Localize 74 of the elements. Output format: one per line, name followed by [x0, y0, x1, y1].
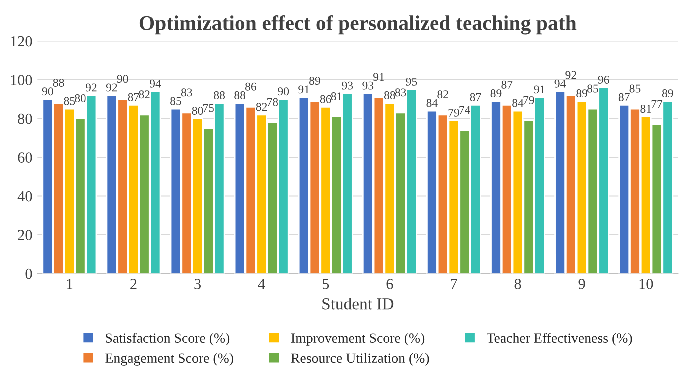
data-label: 87 [470, 93, 482, 102]
x-tick-label: 6 [386, 279, 394, 290]
data-label: 88 [234, 91, 246, 100]
data-label: 74 [460, 106, 471, 114]
data-label: 83 [395, 88, 406, 97]
x-tick-label: 1 [67, 279, 73, 290]
legend-label: Improvement Score (%) [291, 333, 425, 346]
data-label: 92 [106, 84, 118, 92]
y-tick-label: 80 [18, 114, 32, 124]
data-label: 90 [117, 75, 128, 84]
data-label: 95 [406, 78, 418, 86]
data-label: 79 [524, 96, 534, 104]
data-label: 91 [534, 86, 545, 94]
data-label: 88 [53, 78, 64, 87]
data-label: 80 [192, 106, 204, 115]
data-label: 84 [426, 99, 438, 108]
x-axis-title: Student ID [322, 298, 394, 310]
data-label: 89 [490, 90, 502, 98]
data-label: 85 [630, 84, 641, 93]
data-label: 91 [298, 86, 310, 94]
y-tick-label: 100 [11, 75, 32, 86]
data-label: 96 [598, 76, 610, 84]
data-label: 85 [170, 97, 182, 106]
data-label: 94 [150, 80, 162, 88]
data-label: 92 [566, 71, 576, 80]
x-tick-label: 3 [194, 279, 202, 290]
y-tick-label: 60 [18, 152, 32, 163]
data-label: 89 [310, 77, 320, 86]
data-label: 88 [214, 91, 226, 100]
data-label: 82 [438, 90, 448, 99]
legend-label: Teacher Effectiveness (%) [487, 333, 632, 346]
x-tick-label: 2 [130, 279, 137, 290]
legend-label: Engagement Score (%) [106, 353, 234, 366]
x-tick-label: 7 [451, 279, 458, 290]
data-label: 89 [576, 90, 588, 98]
x-tick-label: 4 [258, 279, 266, 290]
data-label: 79 [448, 108, 460, 117]
data-label: 90 [42, 88, 54, 96]
x-tick-label: 5 [322, 279, 330, 290]
legend-label: Resource Utilization (%) [291, 353, 430, 366]
data-label: 86 [320, 95, 332, 104]
data-label: 80 [75, 94, 86, 102]
data-label: 85 [588, 84, 598, 93]
data-label: 87 [502, 80, 513, 89]
legend-label: Satisfaction Score (%) [106, 333, 230, 346]
data-label: 88 [384, 91, 396, 100]
data-label: 90 [278, 88, 290, 96]
data-label: 84 [512, 99, 524, 108]
data-label: 85 [64, 97, 76, 106]
data-label: 78 [268, 98, 278, 106]
chart-title: Optimization effect of personalized teaching path [140, 15, 577, 35]
data-label: 86 [246, 82, 257, 91]
data-label: 91 [374, 73, 384, 82]
y-tick-label: 20 [18, 230, 32, 240]
data-label: 82 [256, 103, 268, 112]
data-label: 93 [342, 82, 354, 90]
data-label: 81 [331, 92, 342, 101]
x-tick-label: 9 [578, 279, 586, 290]
data-label: 75 [204, 104, 214, 112]
x-tick-label: 8 [514, 279, 522, 290]
y-tick-label: 40 [18, 191, 32, 202]
data-label: 93 [362, 82, 374, 90]
data-label: 92 [86, 84, 97, 92]
y-tick-label: 0 [26, 268, 32, 280]
y-tick-label: 120 [11, 36, 32, 47]
data-label: 87 [128, 93, 140, 102]
data-label: 83 [181, 88, 192, 97]
data-label: 81 [640, 105, 652, 114]
data-label: 82 [139, 90, 150, 99]
data-label: 94 [554, 80, 566, 88]
data-label: 77 [652, 100, 663, 108]
data-label: 89 [662, 90, 674, 98]
x-tick-label: 10 [640, 279, 654, 290]
data-label: 87 [618, 93, 630, 102]
